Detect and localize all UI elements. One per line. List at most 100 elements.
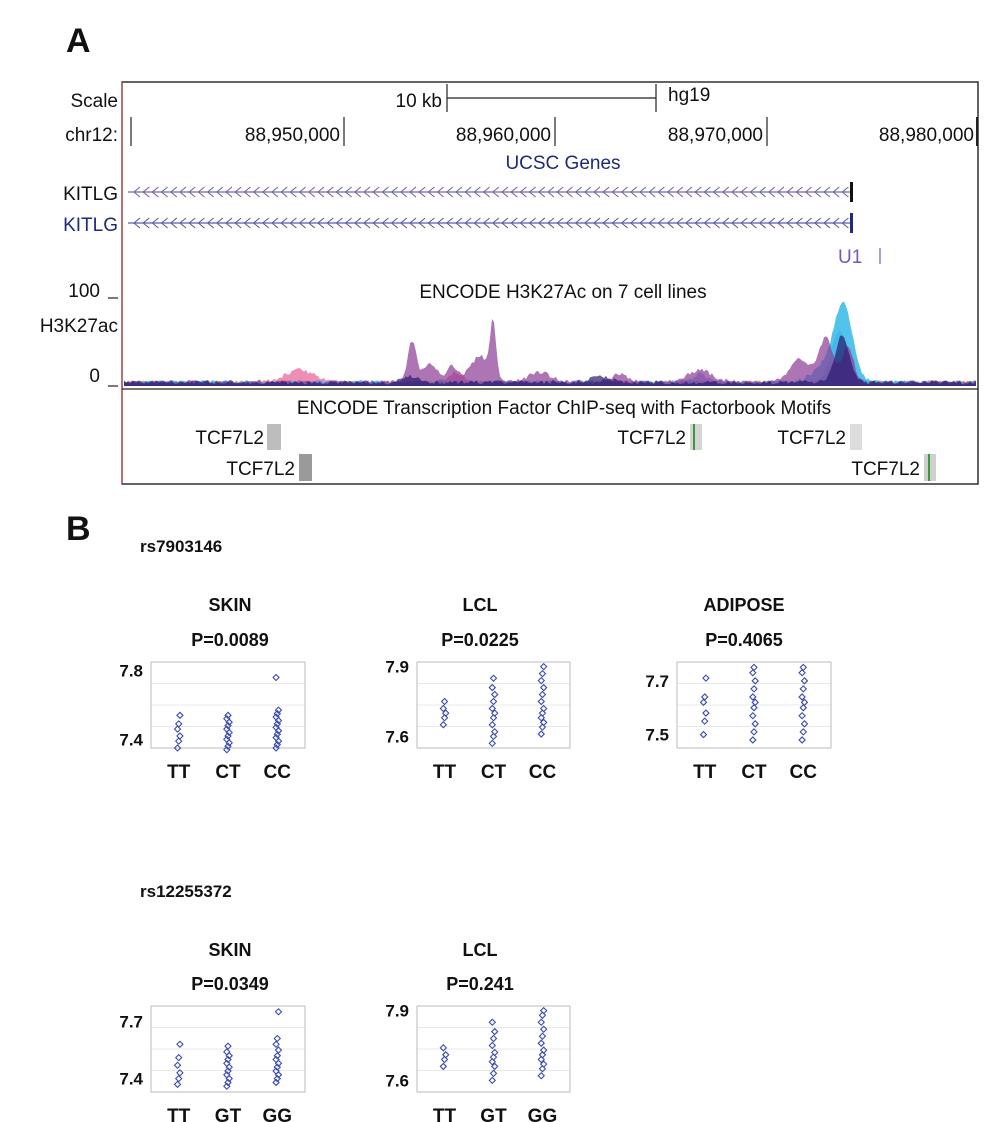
tfbs-site-label: TCF7L2 — [195, 428, 264, 449]
data-point — [750, 685, 758, 693]
data-point — [441, 1051, 450, 1059]
gene-models — [128, 182, 853, 233]
plot-x-tick-label: TT — [433, 762, 457, 783]
data-point — [702, 709, 710, 717]
data-point — [488, 739, 497, 748]
plot-x-tick-label: GG — [528, 1106, 558, 1122]
position-label-2: 88,960,000 — [456, 125, 551, 146]
data-point — [176, 1069, 184, 1077]
position-label-1: 88,950,000 — [245, 125, 340, 146]
data-point — [538, 1011, 547, 1020]
plot-frame — [676, 661, 832, 749]
plot-frame — [150, 1005, 306, 1093]
eqtl-scatter-plots: SKIN P=0.0089 7.4 7.8 TT CT CC LCL P=0.0225 7.6 7.… — [119, 595, 832, 1122]
tfbs-site-box — [690, 424, 702, 450]
snp-label-1: rs7903146 — [140, 537, 222, 556]
data-point — [751, 698, 759, 707]
eqtl-plot-lcl-5: LCL P=0.241 7.6 7.9 TT GT GG — [385, 940, 571, 1122]
gene-label-2: KITLG — [63, 215, 118, 236]
data-point — [439, 1044, 448, 1052]
eqtl-plot-lcl-2: LCL P=0.0225 7.6 7.9 TT CT CC — [385, 595, 571, 783]
plot-p-value: P=0.0349 — [191, 974, 269, 994]
data-point — [176, 711, 184, 720]
plot-tissue-title: ADIPOSE — [703, 595, 784, 615]
plot-y-tick-label: 7.9 — [385, 658, 409, 677]
plot-y-tick-label: 7.5 — [645, 726, 669, 745]
data-point — [799, 663, 808, 672]
scale-label: Scale — [70, 91, 118, 112]
data-point — [537, 697, 546, 706]
data-point — [700, 717, 709, 725]
data-point — [173, 725, 182, 733]
data-point — [272, 1040, 280, 1048]
data-point — [489, 1053, 498, 1061]
plot-y-tick-label: 7.4 — [119, 1070, 143, 1089]
data-point — [274, 706, 283, 714]
data-point — [751, 677, 759, 685]
data-point — [488, 1018, 497, 1027]
plot-x-tick-label: CT — [741, 762, 767, 783]
data-point — [538, 709, 547, 717]
data-point — [174, 720, 183, 728]
chrom-label: chr12: — [65, 125, 118, 146]
eqtl-plot-adipose-3: ADIPOSE P=0.4065 7.5 7.7 TT CT CC — [645, 595, 832, 783]
data-point — [490, 1062, 499, 1071]
u1-label: U1 — [838, 247, 862, 268]
data-point — [488, 720, 497, 729]
data-point — [273, 1034, 282, 1043]
data-point — [439, 720, 448, 729]
position-label-3: 88,970,000 — [668, 125, 763, 146]
tfbs-site-5: TCF7L2 — [851, 454, 936, 481]
data-point — [699, 698, 708, 707]
data-point — [700, 693, 709, 701]
data-point — [539, 1006, 548, 1015]
data-point — [537, 676, 546, 685]
data-point — [176, 732, 184, 740]
eqtl-plot-skin-1: SKIN P=0.0089 7.4 7.8 TT CT CC — [119, 595, 306, 783]
tfbs-site-1: TCF7L2 — [195, 424, 281, 450]
plot-x-tick-label: GT — [215, 1106, 242, 1122]
data-point — [174, 1053, 183, 1062]
gene-label-1: KITLG — [63, 184, 118, 205]
data-point — [539, 1025, 548, 1034]
data-point — [440, 714, 449, 722]
tfbs-site-box — [267, 424, 281, 450]
data-point — [799, 728, 808, 736]
h3k27ac-ymin-label: 0 — [89, 366, 100, 387]
plot-x-tick-label: TT — [167, 762, 191, 783]
plot-y-tick-label: 7.7 — [645, 672, 669, 691]
data-point — [439, 704, 448, 713]
data-point — [440, 697, 449, 706]
data-point — [488, 1076, 497, 1085]
data-point — [539, 1046, 548, 1054]
data-point — [751, 720, 759, 728]
data-point — [490, 1027, 499, 1036]
scale-bar-label: 10 kb — [396, 91, 442, 112]
data-point — [799, 703, 808, 712]
data-point — [538, 690, 547, 699]
data-point — [274, 1046, 283, 1054]
data-point — [173, 1061, 182, 1070]
plot-x-tick-label: GT — [480, 1106, 507, 1122]
data-point — [488, 704, 497, 713]
data-point — [488, 683, 497, 692]
data-point — [223, 1048, 231, 1056]
data-point — [440, 1055, 449, 1064]
data-point — [174, 1074, 183, 1083]
tfbs-site-label: TCF7L2 — [617, 428, 686, 449]
data-point — [489, 1069, 498, 1078]
tfbs-site-label: TCF7L2 — [851, 459, 920, 480]
data-point — [439, 1062, 448, 1071]
data-point — [798, 693, 806, 701]
data-point — [702, 674, 710, 682]
tfbs-site-2: TCF7L2 — [226, 454, 312, 481]
eqtl-plot-skin-4: SKIN P=0.0349 7.4 7.7 TT GT GG — [119, 940, 306, 1122]
data-point — [273, 1051, 282, 1060]
data-point — [749, 693, 757, 701]
data-point — [537, 1039, 546, 1047]
data-point — [490, 709, 499, 717]
h3k27ac-track-label: H3K27ac — [40, 316, 118, 337]
plot-x-tick-label: CC — [529, 762, 557, 783]
data-point — [488, 1058, 497, 1066]
